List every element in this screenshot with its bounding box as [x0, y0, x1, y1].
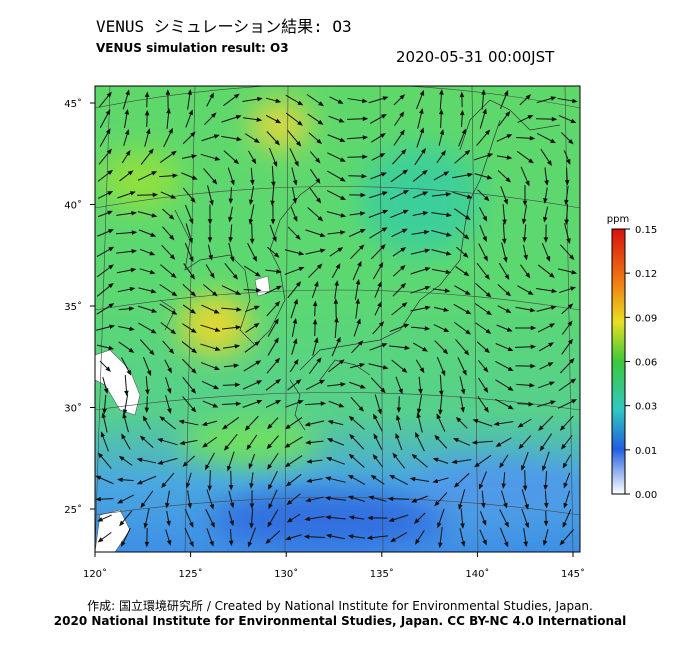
x-tick-label: 135˚: [370, 568, 394, 580]
subtitle: VENUS simulation result: O3: [96, 41, 289, 55]
y-tick-label: 30˚: [64, 403, 82, 415]
y-tick-label: 40˚: [64, 200, 82, 212]
colorbar-tick-label: 0.03: [635, 402, 657, 413]
colorbar-tick-label: 0.09: [635, 313, 657, 324]
colorbar-unit: ppm: [607, 214, 629, 225]
x-tick-label: 120˚: [83, 568, 107, 580]
colorbar-tick-label: 0.00: [635, 490, 657, 501]
x-tick-label: 130˚: [274, 568, 298, 580]
timestamp: 2020-05-31 00:00JST: [396, 48, 555, 66]
colorbar-ticks: 0.15 0.12 0.09 0.06 0.03 0.01 0.00: [625, 225, 657, 501]
y-tick-label: 25˚: [64, 504, 82, 516]
colorbar: [612, 229, 625, 494]
credit-line: 作成: 国立環境研究所 / Created by National Instit…: [87, 598, 593, 613]
x-tick-label: 125˚: [179, 568, 203, 580]
license-line: 2020 National Institute for Environmenta…: [54, 614, 626, 628]
colorbar-tick-label: 0.01: [635, 446, 657, 457]
y-tick-label: 35˚: [64, 301, 82, 313]
title: VENUS シミュレーション結果: O3: [96, 17, 352, 36]
x-tick-label: 140˚: [465, 568, 489, 580]
colorbar-tick-label: 0.12: [635, 269, 657, 280]
y-tick-label: 45˚: [64, 98, 82, 110]
colorbar-tick-label: 0.06: [635, 358, 657, 369]
x-tick-label: 145˚: [561, 568, 585, 580]
colorbar-tick-label: 0.15: [635, 225, 657, 236]
map-field: [95, 84, 590, 552]
